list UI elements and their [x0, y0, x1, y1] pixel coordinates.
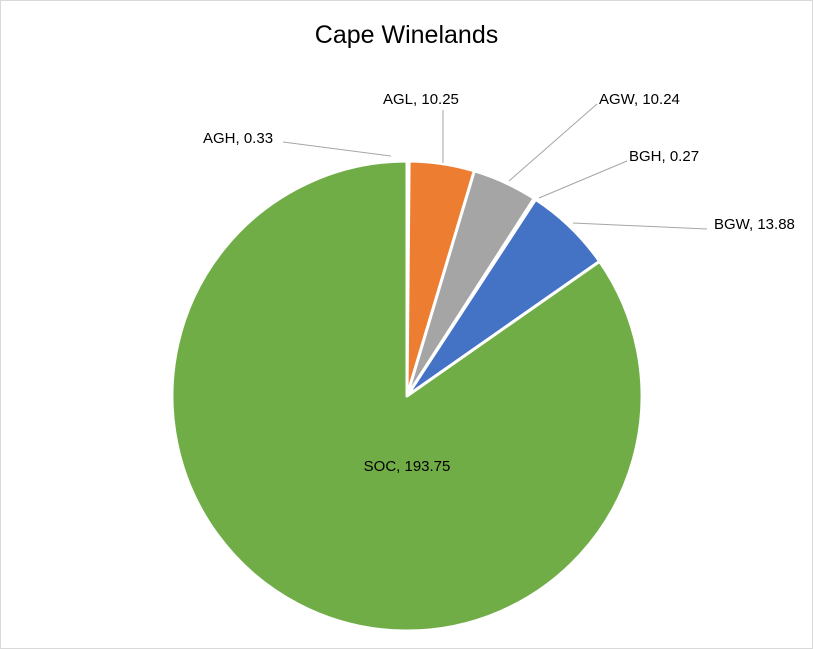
pie-slice-soc: [170, 159, 644, 633]
data-label-agh: AGH, 0.33: [203, 130, 273, 147]
data-label-bgh: BGH, 0.27: [629, 148, 699, 165]
data-label-agl: AGL, 10.25: [383, 91, 459, 108]
data-label-bgw: BGW, 13.88: [714, 216, 795, 233]
chart-title: Cape Winelands: [314, 21, 499, 49]
leader-line-agw: [508, 103, 598, 182]
data-label-agw: AGW, 10.24: [599, 91, 680, 108]
leader-line-bgw: [572, 222, 708, 230]
leader-line-bgh: [538, 160, 628, 199]
data-label-soc: SOC, 193.75: [364, 458, 451, 475]
leader-line-agh: [282, 141, 392, 157]
